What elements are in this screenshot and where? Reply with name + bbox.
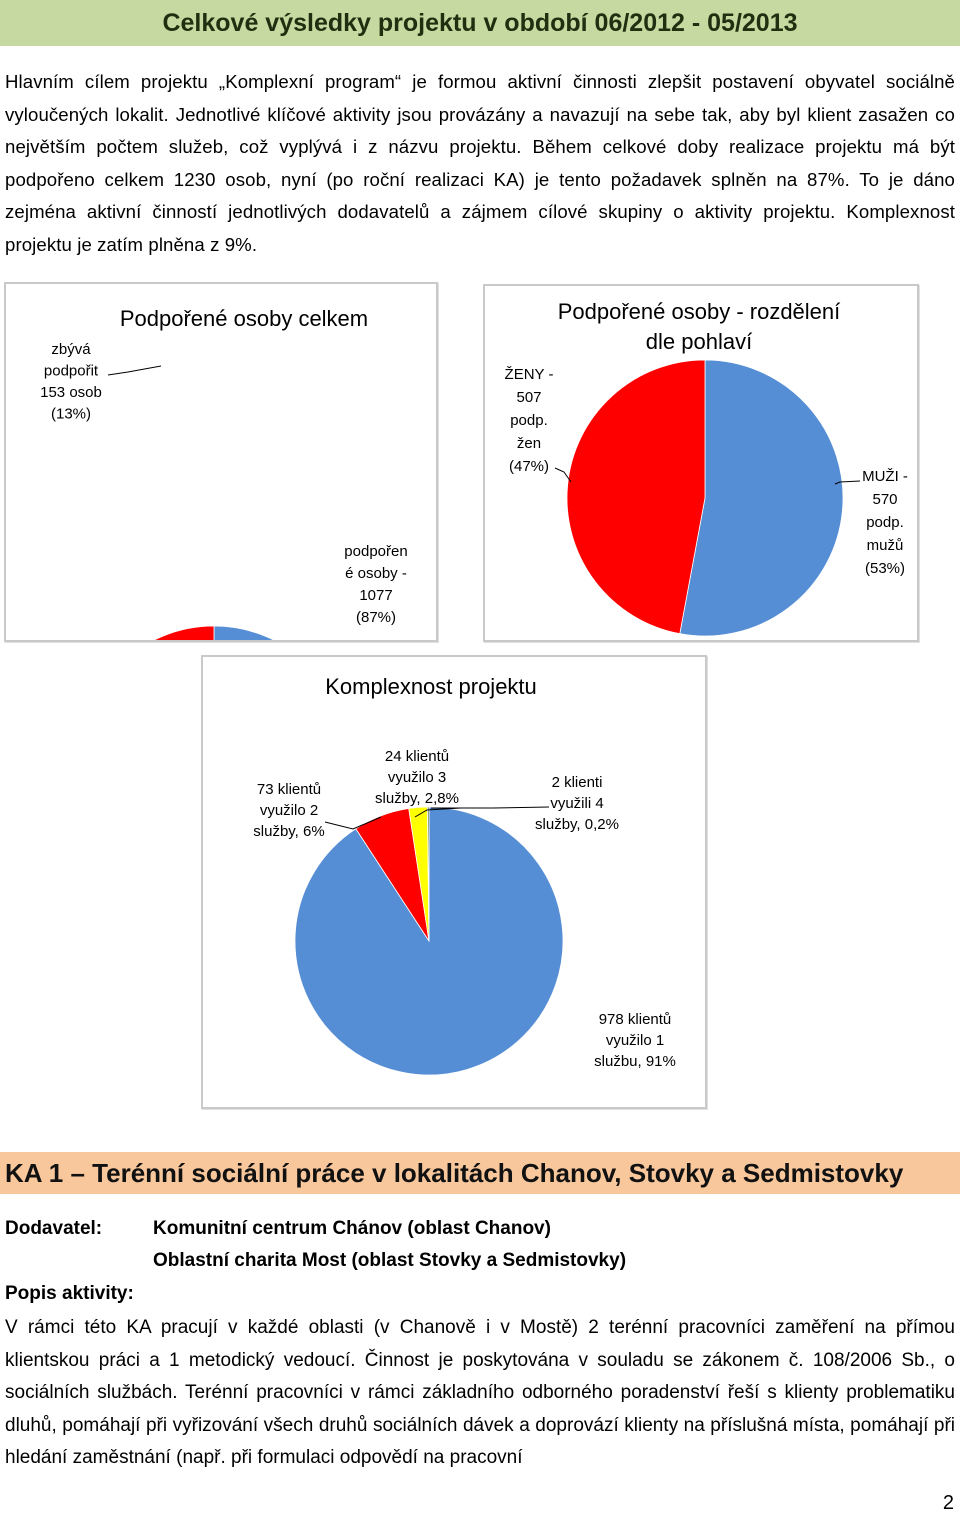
chart3-label-four-line: služby, 0,2% xyxy=(535,816,619,833)
chart3-label-three-line: služby, 2,8% xyxy=(375,790,459,807)
chart3-label-one-line: službu, 91% xyxy=(594,1053,676,1070)
chart3-label-one-line: využilo 1 xyxy=(606,1032,664,1049)
chart-complexity-svg: Komplexnost projektu 73 klientů využilo 2 s… xyxy=(253,674,676,1076)
chart2-label-men-line: mužů xyxy=(867,537,904,554)
chart2-leader-women xyxy=(554,467,572,483)
chart1-label-remaining-line: 153 osob xyxy=(40,384,102,401)
chart3-label-three-line: využilo 3 xyxy=(388,769,446,786)
chart2-label-women-line: podp. xyxy=(510,412,548,429)
chart2-label-women-line: ŽENY - xyxy=(505,366,554,383)
chart3-leader-three xyxy=(414,807,462,818)
ka1-heading-bar: KA 1 – Terénní sociální práce v lokalitá… xyxy=(0,1152,960,1194)
chart-supported-total-svg: Podpořené osoby celkem zbývá podpořit 153 o… xyxy=(40,306,408,640)
chart3-label-two-line: služby, 6% xyxy=(253,823,324,840)
chart2-title-line2: dle pohlaví xyxy=(646,329,752,354)
chart3-leader-four xyxy=(431,806,550,809)
intro-paragraph: Hlavním cílem projektu „Komplexní progra… xyxy=(5,71,955,255)
supported-slice xyxy=(213,625,275,640)
remaining-slice xyxy=(153,625,215,640)
supplier-label: Dodavatel: xyxy=(5,1218,103,1239)
chart2-label-men-line: podp. xyxy=(866,514,904,531)
activity-label: Popis aktivity: xyxy=(5,1283,134,1304)
page-title: Celkové výsledky projektu v období 06/20… xyxy=(162,8,798,37)
activity-text: V rámci této KA pracují v každé oblasti … xyxy=(5,1317,955,1469)
supplier-1: Komunitní centrum Chánov (oblast Chanov) xyxy=(153,1218,551,1239)
chart3-label-two-line: využilo 2 xyxy=(260,802,318,819)
chart3-label-three-line: 24 klientů xyxy=(385,748,449,765)
chart-supported-total: Podpořené osoby celkem zbývá podpořit 153 o… xyxy=(4,282,438,642)
chart1-label-remaining-line: zbývá xyxy=(51,341,91,358)
chart3-label-four-line: 2 klienti xyxy=(552,774,603,791)
chart2-label-women-line: žen xyxy=(517,435,541,452)
chart2-label-men-line: MUŽI - xyxy=(862,468,908,485)
chart2-title-line1: Podpořené osoby - rozdělení xyxy=(558,299,841,324)
chart3-label-four-line: využili 4 xyxy=(550,795,603,812)
chart1-label-remaining-line: (13%) xyxy=(51,406,91,423)
chart1-label-supported-line: é osoby - xyxy=(345,565,407,582)
chart2-label-women-line: (47%) xyxy=(509,458,549,475)
chart1-label-remaining-line: podpořit xyxy=(44,363,99,380)
chart3-title: Komplexnost projektu xyxy=(325,674,537,699)
chart2-label-men-line: 570 xyxy=(872,491,897,508)
chart1-title: Podpořené osoby celkem xyxy=(120,306,368,331)
chart-gender-split-svg: Podpořené osoby - rozdělení dle pohlaví ŽE… xyxy=(505,299,908,637)
page-title-bar: Celkové výsledky projektu v období 06/20… xyxy=(0,0,960,46)
chart-complexity: Komplexnost projektu 73 klientů využilo 2 s… xyxy=(201,655,707,1109)
chart-gender-split: Podpořené osoby - rozdělení dle pohlaví ŽE… xyxy=(483,284,919,642)
chart2-label-men-line: (53%) xyxy=(865,560,905,577)
men-slice xyxy=(679,359,844,637)
chart2-label-women-line: 507 xyxy=(516,389,541,406)
chart1-leader-remaining xyxy=(107,365,162,376)
four-services-slice xyxy=(427,806,430,942)
chart1-label-supported-line: (87%) xyxy=(356,609,396,626)
chart3-label-two-line: 73 klientů xyxy=(257,781,321,798)
chart1-label-supported-line: podpořen xyxy=(344,543,407,560)
women-slice xyxy=(566,359,706,635)
supplier-2: Oblastní charita Most (oblast Stovky a S… xyxy=(153,1250,627,1271)
chart3-leader-two xyxy=(324,816,382,830)
ka1-heading: KA 1 – Terénní sociální práce v lokalitá… xyxy=(5,1157,904,1188)
chart2-leader-men xyxy=(834,480,861,485)
chart3-label-one-line: 978 klientů xyxy=(599,1011,672,1028)
page-number: 2 xyxy=(942,1492,954,1514)
chart1-label-supported-line: 1077 xyxy=(359,587,392,604)
